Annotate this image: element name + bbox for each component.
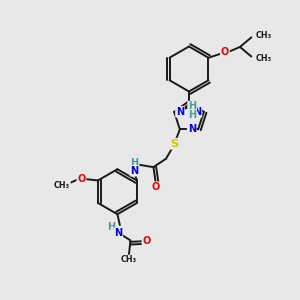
- Text: H: H: [130, 158, 139, 168]
- Text: CH₃: CH₃: [256, 31, 272, 40]
- Text: CH₃: CH₃: [54, 181, 70, 190]
- Text: H: H: [107, 222, 115, 232]
- Text: H: H: [188, 110, 196, 120]
- Text: S: S: [170, 139, 178, 149]
- Text: N: N: [176, 107, 184, 117]
- Text: N: N: [114, 228, 122, 239]
- Text: O: O: [152, 182, 160, 192]
- Text: CH₃: CH₃: [256, 54, 272, 63]
- Text: O: O: [77, 174, 86, 184]
- Text: N: N: [188, 124, 196, 134]
- Text: N: N: [193, 107, 201, 117]
- Text: O: O: [142, 236, 151, 246]
- Text: CH₃: CH₃: [121, 255, 137, 264]
- Text: N: N: [130, 166, 139, 176]
- Text: O: O: [221, 47, 229, 57]
- Text: H: H: [188, 101, 196, 112]
